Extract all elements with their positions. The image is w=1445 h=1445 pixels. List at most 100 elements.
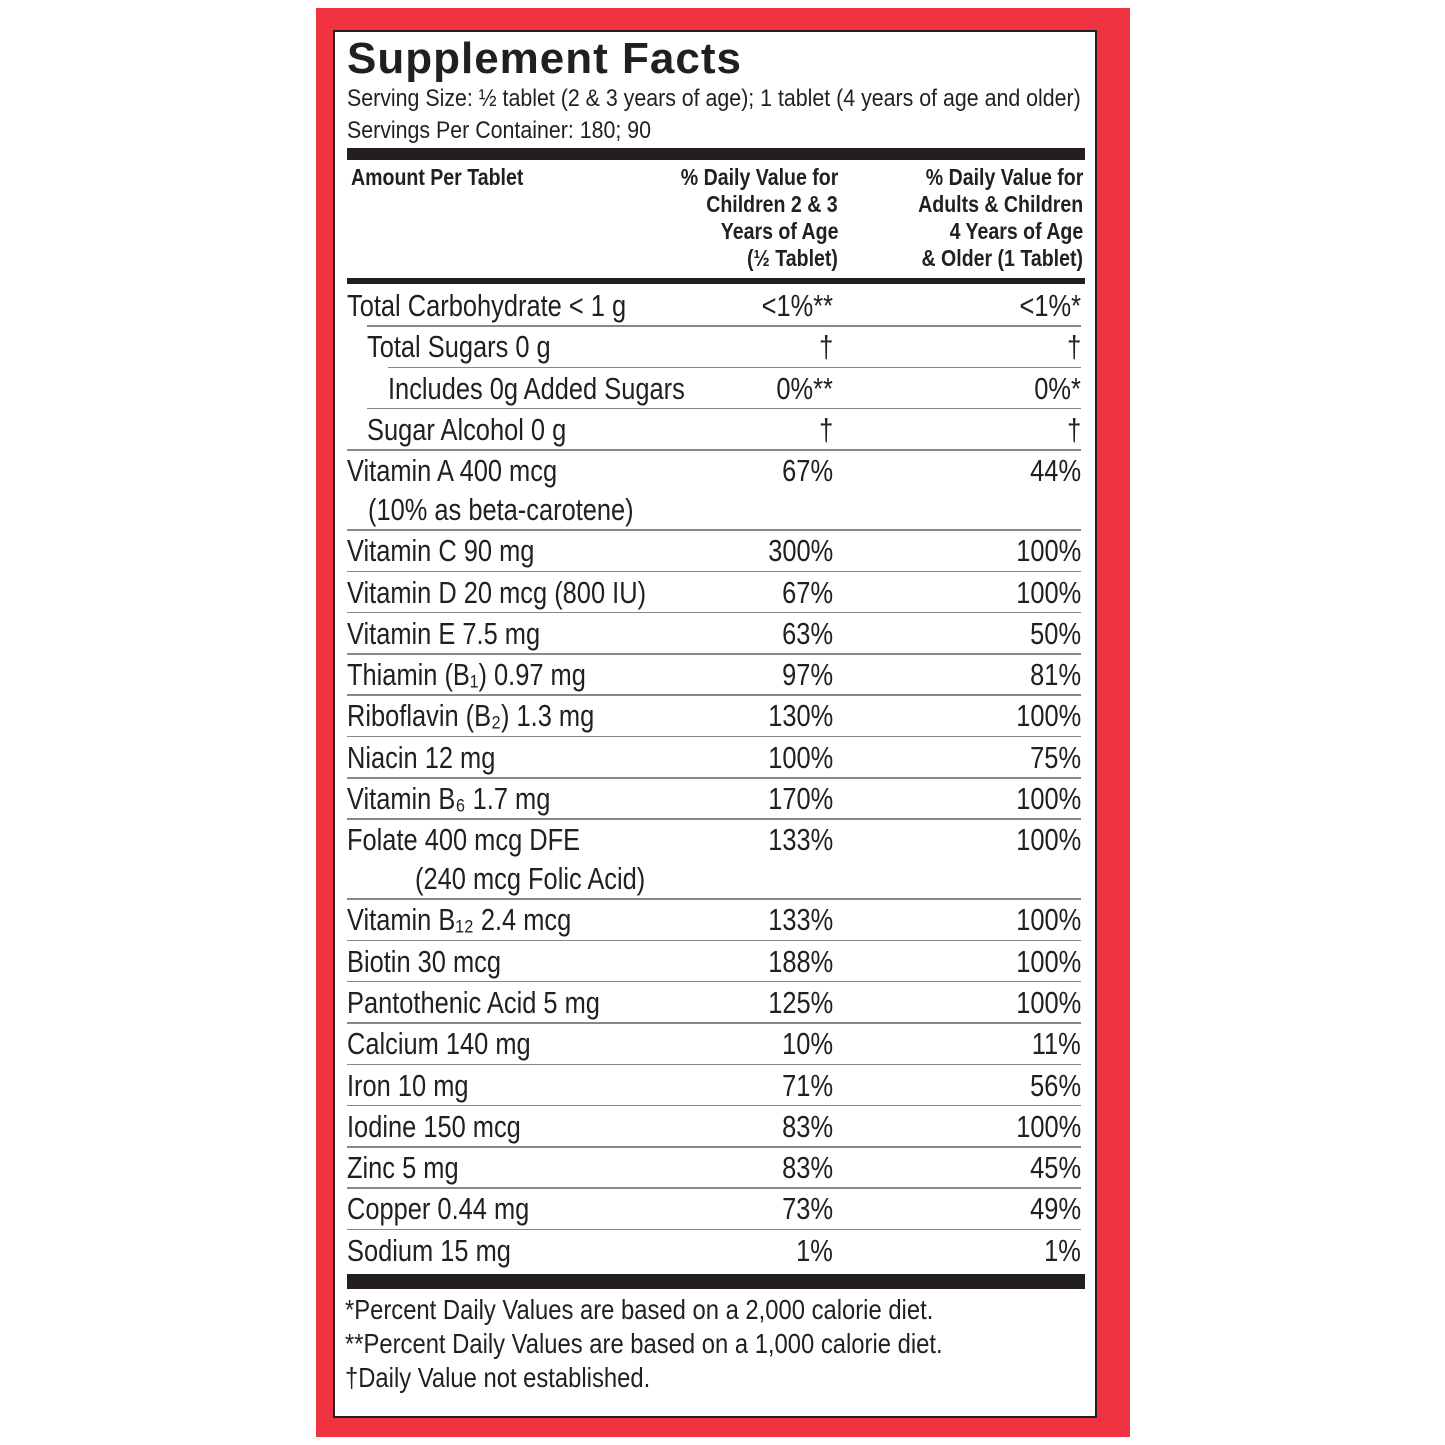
children-dv: 67%	[782, 453, 833, 489]
row-rule	[347, 1228, 1081, 1231]
children-dv: 170%	[767, 781, 833, 816]
adults-dv: 100%	[1015, 943, 1081, 979]
row-rule	[347, 1063, 1081, 1065]
row-rule	[347, 529, 1081, 531]
nutrient-label: Iodine 150 mcg	[347, 1108, 521, 1144]
nutrient-label: Riboflavin (B₂) 1.3 mg	[347, 698, 595, 734]
column-header: Adults & Children	[917, 191, 1083, 217]
nutrient-label: Folate 400 mcg DFE	[347, 822, 581, 858]
adults-dv: 50%	[1030, 615, 1081, 651]
row-rule	[347, 818, 1081, 820]
adults-dv: 100%	[1015, 574, 1081, 610]
column-header: % Daily Value for	[925, 164, 1083, 190]
row-rule	[347, 980, 1081, 983]
adults-dv: 1%	[1044, 1232, 1081, 1268]
children-dv: 100%	[767, 739, 833, 775]
row-rule	[347, 653, 1081, 655]
footnote: †Daily Value not established.	[345, 1362, 651, 1393]
children-dv: 97%	[782, 657, 833, 693]
children-dv: 83%	[782, 1150, 833, 1186]
adults-dv: 75%	[1030, 739, 1081, 775]
adults-dv: 49%	[1030, 1191, 1081, 1227]
row-rule	[347, 735, 1081, 738]
row-rule	[347, 694, 1081, 696]
nutrient-label: Vitamin A 400 mcg	[347, 453, 558, 489]
children-dv: 125%	[767, 984, 833, 1020]
column-header: Years of Age	[720, 218, 838, 244]
row-rule	[347, 1104, 1081, 1107]
nutrient-label: Iron 10 mg	[347, 1067, 469, 1103]
row-rule	[347, 939, 1081, 942]
nutrient-label: Vitamin B₆ 1.7 mg	[347, 781, 551, 816]
nutrient-label: Copper 0.44 mg	[347, 1191, 530, 1227]
adults-dv: 44%	[1030, 453, 1081, 489]
column-header: Amount Per Tablet	[351, 164, 524, 190]
nutrient-label: Niacin 12 mg	[347, 739, 496, 775]
children-dv: 71%	[782, 1067, 833, 1103]
adults-dv: 56%	[1030, 1067, 1081, 1103]
children-dv: 67%	[782, 574, 833, 610]
children-dv: 83%	[782, 1108, 833, 1144]
medium-rule	[347, 278, 1085, 284]
column-header: & Older (1 Tablet)	[921, 245, 1084, 271]
row-rule	[367, 325, 1081, 327]
row-rule	[347, 1022, 1081, 1024]
nutrient-label: Vitamin E 7.5 mg	[347, 615, 541, 651]
nutrient-label: Vitamin D 20 mcg (800 IU)	[347, 574, 647, 610]
column-header: Children 2 & 3	[706, 191, 838, 217]
nutrient-label: Vitamin C 90 mg	[347, 533, 535, 569]
serving-size: Serving Size: ½ tablet (2 & 3 years of a…	[347, 85, 1081, 112]
children-dv: 133%	[767, 822, 833, 858]
children-dv: 63%	[782, 615, 833, 651]
adults-dv: 100%	[1015, 1108, 1081, 1144]
children-dv: †	[818, 411, 833, 447]
row-rule	[347, 570, 1081, 572]
column-header: 4 Years of Age	[949, 218, 1083, 244]
adults-dv: 100%	[1015, 984, 1081, 1020]
nutrient-label: Total Carbohydrate < 1 g	[347, 288, 627, 323]
adults-dv: <1%*	[1019, 288, 1081, 323]
title: Supplement Facts	[347, 34, 742, 83]
row-rule	[388, 366, 1081, 369]
nutrient-note: (240 mcg Folic Acid)	[415, 861, 646, 897]
column-header: % Daily Value for	[680, 164, 838, 190]
nutrient-label: Includes 0g Added Sugars	[388, 370, 685, 406]
adults-dv: 11%	[1032, 1026, 1081, 1062]
nutrient-label: Vitamin B₁₂ 2.4 mcg	[347, 902, 572, 938]
thick-rule	[347, 148, 1085, 160]
adults-dv: †	[1066, 329, 1081, 365]
nutrient-label: Biotin 30 mcg	[347, 943, 502, 979]
nutrient-label: Zinc 5 mg	[347, 1150, 459, 1186]
facts-panel	[333, 30, 1097, 1418]
nutrient-label: Sugar Alcohol 0 g	[367, 411, 567, 447]
row-rule	[347, 777, 1081, 779]
row-rule	[347, 898, 1081, 900]
adults-dv: 0%*	[1034, 370, 1081, 406]
nutrient-label: Sodium 15 mg	[347, 1232, 511, 1268]
children-dv: 133%	[767, 902, 833, 938]
adults-dv: 100%	[1015, 822, 1081, 858]
nutrient-label: Total Sugars 0 g	[367, 329, 551, 365]
row-rule	[347, 449, 1081, 451]
row-rule	[347, 611, 1081, 614]
children-dv: <1%**	[761, 288, 833, 323]
servings-per-container: Servings Per Container: 180; 90	[347, 117, 651, 144]
adults-dv: 100%	[1015, 781, 1081, 816]
children-dv: 73%	[782, 1191, 833, 1227]
children-dv: 130%	[767, 698, 833, 734]
nutrient-label: Calcium 140 mg	[347, 1026, 531, 1062]
row-rule	[347, 1146, 1081, 1148]
children-dv: 188%	[767, 943, 833, 979]
nutrient-label: Thiamin (B₁) 0.97 mg	[347, 657, 586, 693]
adults-dv: 45%	[1030, 1150, 1081, 1186]
adults-dv: †	[1066, 411, 1081, 447]
row-rule	[347, 1187, 1081, 1189]
thick-rule	[347, 1274, 1085, 1289]
children-dv: 300%	[767, 533, 833, 569]
nutrient-note: (10% as beta-carotene)	[368, 492, 634, 528]
children-dv: 1%	[796, 1232, 833, 1268]
children-dv: 10%	[782, 1026, 833, 1062]
footnote: **Percent Daily Values are based on a 1,…	[345, 1328, 943, 1359]
adults-dv: 100%	[1015, 698, 1081, 734]
